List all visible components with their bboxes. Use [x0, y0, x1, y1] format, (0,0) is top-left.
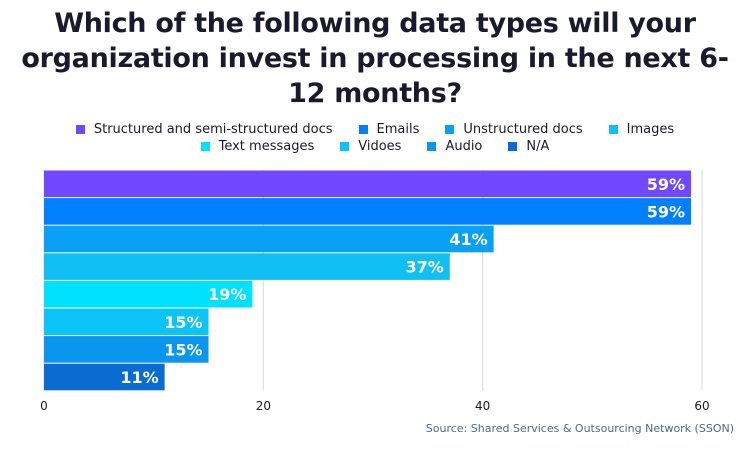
- legend-label: Structured and semi-structured docs: [93, 122, 333, 137]
- bars: [44, 170, 692, 391]
- legend-label: Images: [626, 122, 675, 137]
- bar-value-label: 41%: [449, 230, 487, 249]
- legend-item: Audio: [427, 138, 482, 155]
- value-labels: 59% 59% 41% 37% 19% 15% 15% 11%: [120, 175, 685, 387]
- x-axis-ticks: 0 20 40 60: [40, 399, 709, 413]
- legend-swatch: [608, 125, 618, 134]
- legend-label: Vidoes: [358, 139, 402, 154]
- legend-item: N/A: [508, 138, 549, 155]
- legend-swatch: [340, 142, 350, 151]
- chart-title: Which of the following data types will y…: [21, 8, 729, 109]
- x-tick-label: 40: [475, 399, 490, 413]
- legend-swatch: [445, 125, 455, 134]
- legend-item: Images: [608, 121, 675, 138]
- bar: [44, 170, 692, 198]
- bar: [44, 198, 692, 225]
- bar: [44, 363, 165, 391]
- legend-item: Emails: [358, 121, 420, 138]
- legend-label: Text messages: [218, 139, 315, 154]
- legend-swatch: [427, 142, 437, 151]
- bar: [44, 280, 253, 308]
- bar: [44, 336, 209, 363]
- legend-item: Structured and semi-structured docs: [75, 121, 333, 138]
- legend-swatch: [200, 142, 210, 151]
- legend-label: Emails: [376, 122, 420, 137]
- legend-swatch: [358, 125, 368, 134]
- legend-swatch: [75, 125, 85, 134]
- bar-value-label: 37%: [405, 258, 443, 277]
- bar-value-label: 15%: [164, 313, 202, 332]
- bar-value-label: 11%: [120, 368, 158, 387]
- bar-value-label: 19%: [208, 285, 246, 304]
- source-note: Source: Shared Services & Outsourcing Ne…: [425, 422, 734, 435]
- legend-swatch: [508, 142, 518, 151]
- legend-item: Unstructured docs: [445, 121, 583, 138]
- bar-value-label: 59%: [647, 202, 685, 221]
- legend: Structured and semi-structured docs Emai…: [20, 121, 730, 155]
- bar-value-label: 59%: [647, 175, 685, 194]
- legend-label: Unstructured docs: [463, 122, 583, 137]
- x-tick-label: 20: [256, 399, 271, 413]
- legend-row-2: Text messages Vidoes Audio N/A: [20, 138, 730, 155]
- bar-chart: 59% 59% 41% 37% 19% 15% 15% 11% 0 20 40 60: [40, 170, 710, 413]
- bar: [44, 253, 450, 280]
- legend-label: N/A: [526, 139, 550, 154]
- x-tick-label: 0: [40, 399, 48, 413]
- bar-value-label: 15%: [164, 340, 202, 359]
- x-tick-label: 60: [694, 399, 709, 413]
- legend-row-1: Structured and semi-structured docs Emai…: [20, 121, 730, 138]
- legend-item: Vidoes: [340, 138, 401, 155]
- bar: [44, 308, 209, 336]
- legend-label: Audio: [445, 139, 483, 154]
- legend-item: Text messages: [200, 138, 315, 155]
- bar: [44, 225, 494, 253]
